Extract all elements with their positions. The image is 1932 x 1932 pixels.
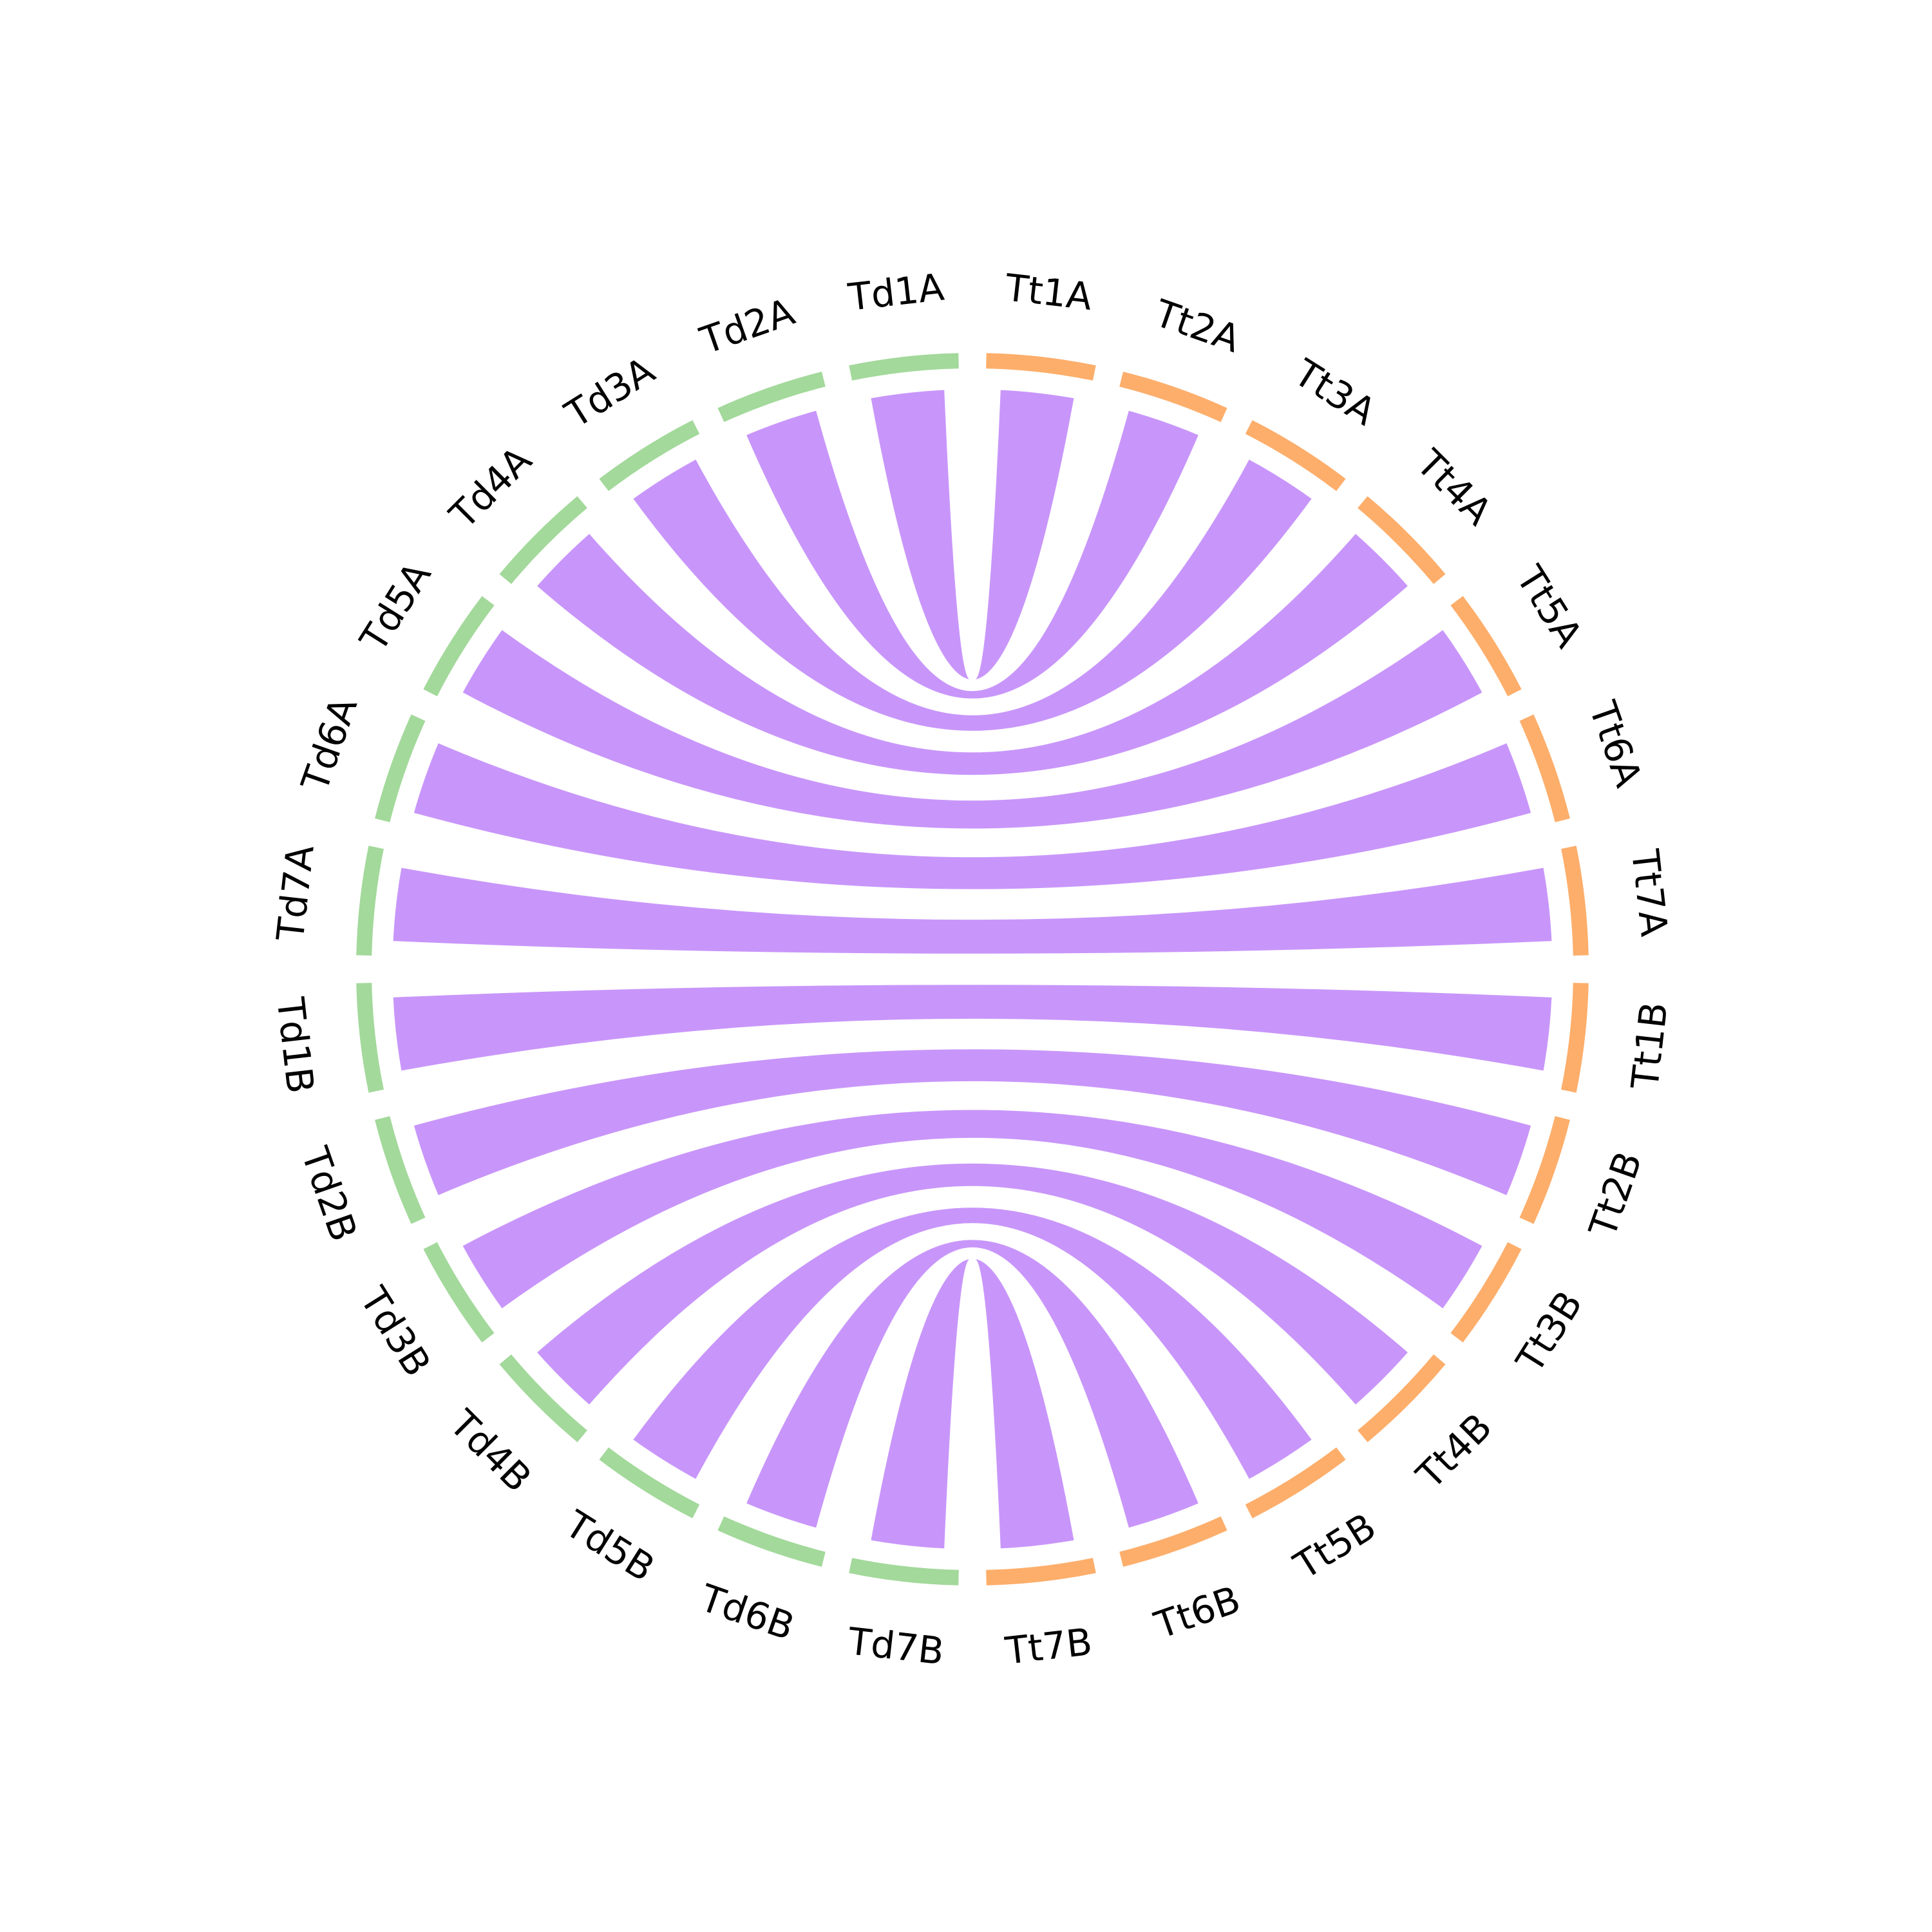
chromosome-label-tt1a: Tt1A <box>1003 265 1095 319</box>
chromosome-label-tt7a: Tt7A <box>1623 847 1676 939</box>
link-td1b-tt1b <box>387 979 1558 1077</box>
chromosome-arc-tt1a <box>986 353 1096 381</box>
link-td4a-tt4a <box>530 527 1415 781</box>
links-layer <box>387 384 1558 1555</box>
chromosome-arc-tt1b <box>1561 983 1589 1093</box>
link-td3b-tt3b <box>456 1104 1489 1316</box>
chromosome-arc-td5a <box>423 596 495 697</box>
chromosome-arc-tt5a <box>1450 596 1522 697</box>
chromosome-arc-tt2a <box>1119 372 1227 422</box>
chromosome-arc-tt7a <box>1561 846 1589 956</box>
link-td4b-tt4b <box>530 1157 1415 1412</box>
link-td2b-tt2b <box>407 1043 1538 1202</box>
arcs-layer <box>356 353 1589 1586</box>
link-td5b-tt5b <box>626 1202 1319 1486</box>
link-td1a-tt1a <box>864 384 1081 686</box>
link-td7a-tt7a <box>387 861 1558 960</box>
chromosome-label-td1a: Td1A <box>846 265 947 319</box>
chromosome-label-tt7b: Tt7B <box>1003 1620 1095 1673</box>
chromosome-arc-td6a <box>375 714 426 822</box>
chromosome-label-td7b: Td7B <box>846 1619 947 1673</box>
chromosome-arc-td5b <box>599 1447 700 1519</box>
chromosome-arc-td3a <box>599 420 700 491</box>
chromosome-arc-tt4a <box>1358 496 1446 584</box>
chromosome-arc-td3b <box>423 1242 495 1343</box>
chromosome-arc-tt7b <box>986 1558 1096 1586</box>
link-td3a-tt3a <box>626 453 1319 737</box>
chromosome-arc-tt3a <box>1245 420 1346 491</box>
chromosome-arc-td2a <box>717 372 826 422</box>
chromosome-arc-td2b <box>375 1116 426 1224</box>
chromosome-arc-td1b <box>356 983 384 1093</box>
chromosome-arc-tt5b <box>1245 1447 1346 1519</box>
chromosome-label-td1b: Td1B <box>268 995 322 1096</box>
chromosome-arc-tt6b <box>1119 1516 1227 1567</box>
chromosome-arc-td7b <box>849 1558 959 1586</box>
chromosome-label-td7a: Td7A <box>268 842 322 943</box>
chromosome-arc-td7a <box>356 846 384 956</box>
chromosome-arc-tt6a <box>1519 714 1570 822</box>
link-td7b-tt7b <box>864 1253 1081 1555</box>
chromosome-arc-td4b <box>499 1354 587 1443</box>
chromosome-arc-tt3b <box>1450 1242 1522 1343</box>
chromosome-arc-tt4b <box>1358 1354 1446 1443</box>
link-td6a-tt6a <box>407 736 1538 895</box>
link-td5a-tt5a <box>456 623 1489 835</box>
link-td2a-tt2a <box>739 404 1206 705</box>
link-td6b-tt6b <box>739 1234 1206 1535</box>
chromosome-arc-tt2b <box>1519 1116 1570 1224</box>
chromosome-arc-td1a <box>849 353 959 381</box>
chromosome-label-tt1b: Tt1B <box>1623 1000 1676 1092</box>
chromosome-arc-td6b <box>717 1516 826 1567</box>
chromosome-arc-td4a <box>499 496 587 584</box>
